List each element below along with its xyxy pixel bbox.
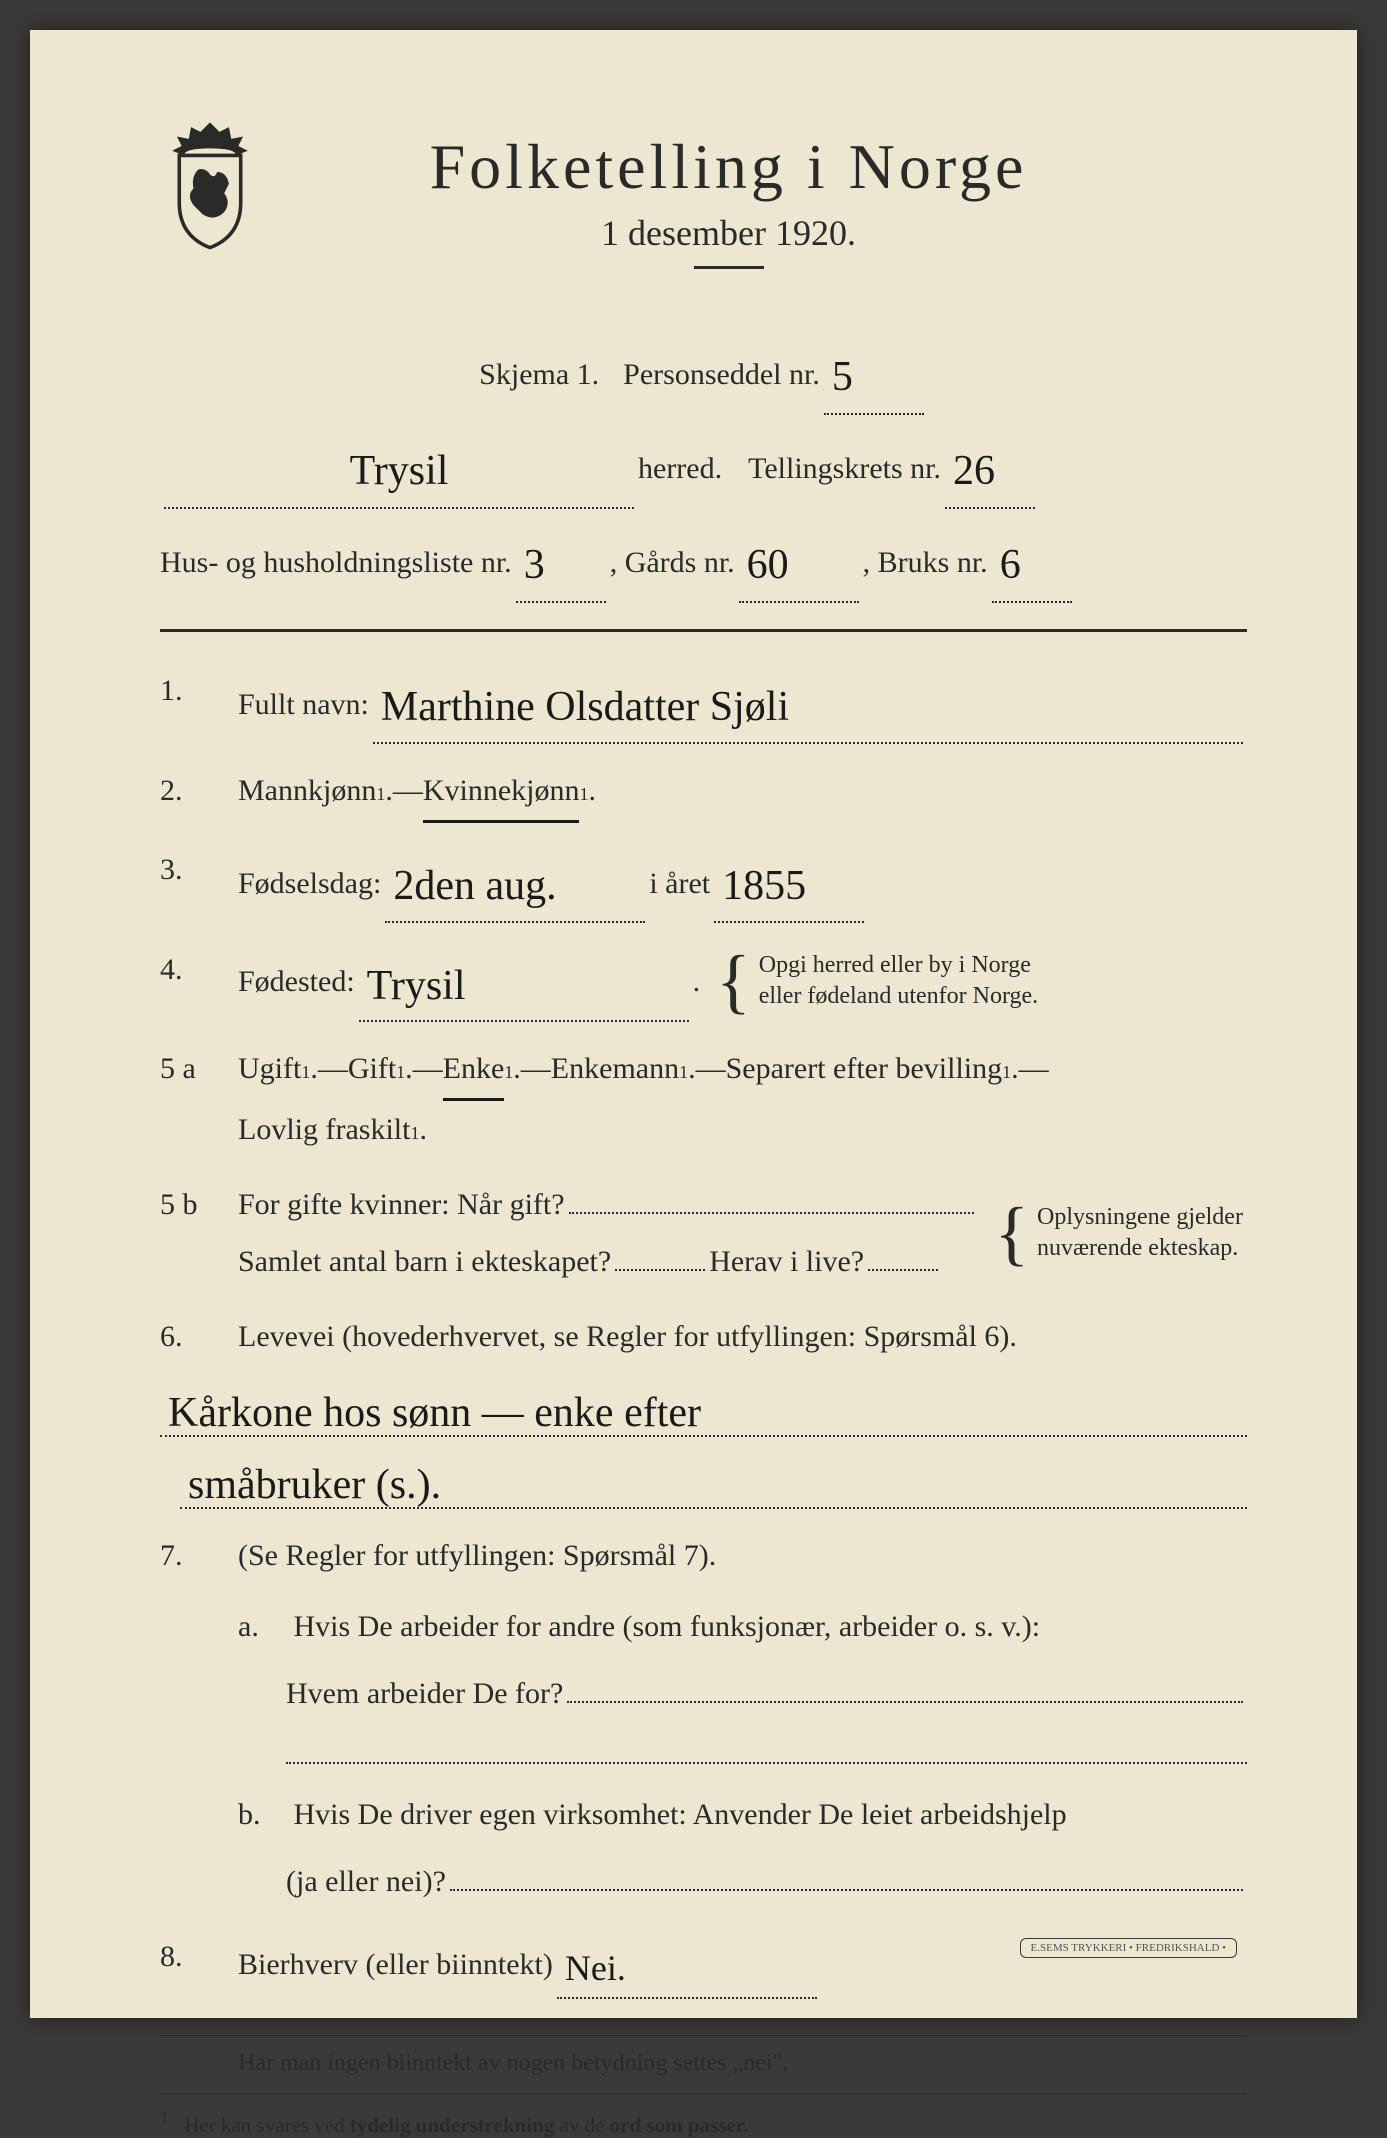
q5a-opt1: Gift — [348, 1040, 396, 1097]
q2: 2. Mannkjønn1. — Kvinnekjønn1. — [160, 762, 1247, 823]
q4-label: Fødested: — [238, 953, 355, 1010]
meta-line-3: Hus- og husholdningsliste nr. 3 , Gårds … — [160, 517, 1247, 603]
q1-value: Marthine Olsdatter Sjøli — [373, 684, 797, 730]
q4-value: Trysil — [359, 963, 474, 1009]
q5a-opt0: Ugift — [238, 1040, 301, 1097]
q7a-text2: Hvem arbeider De for? — [286, 1665, 563, 1722]
census-form-page: Folketelling i Norge 1 desember 1920. Sk… — [30, 30, 1357, 2018]
divider — [160, 629, 1247, 632]
q8-label: Bierhverv (eller biinntekt) — [238, 1936, 553, 1993]
q4-note: { Opgi herred eller by i Norge eller fød… — [716, 950, 1059, 1012]
q5a-opt3: Enkemann — [551, 1040, 679, 1097]
q7: 7. (Se Regler for utfyllingen: Spørsmål … — [160, 1527, 1247, 1910]
q4: 4. Fødested: Trysil . { Opgi herred elle… — [160, 941, 1247, 1023]
coat-of-arms-icon — [160, 120, 260, 250]
q1: 1. Fullt navn: Marthine Olsdatter Sjøli — [160, 662, 1247, 744]
meta-block: Skjema 1. Personseddel nr. 5 Trysil herr… — [160, 329, 1247, 603]
title-rule — [694, 266, 764, 269]
q6-line1: Kårkone hos sønn — enke efter — [160, 1383, 1247, 1437]
bruks-label: , Bruks nr. — [863, 533, 988, 593]
q7b-text1: Hvis De driver egen virksomhet: Anvender… — [294, 1798, 1067, 1831]
q3-num: 3. — [160, 841, 238, 898]
q5b: 5 b For gifte kvinner: Når gift? Samlet … — [160, 1176, 1247, 1290]
q7a-label: a. — [238, 1598, 286, 1655]
q2-m: Mannkjønn — [238, 762, 376, 819]
thin-divider-1 — [160, 2035, 1247, 2036]
subtitle: 1 desember 1920. — [310, 212, 1147, 254]
header: Folketelling i Norge 1 desember 1920. — [160, 130, 1247, 269]
herred-value: Trysil — [342, 448, 457, 494]
printer-stamp: E.SEMS TRYKKERI • FREDRIKSHALD • — [1020, 1938, 1237, 1958]
q5b-l2a: Samlet antal barn i ekteskapet? — [238, 1233, 611, 1290]
footnote-1: Har man ingen biinntekt av nogen betydni… — [238, 2050, 1247, 2077]
q2-num: 2. — [160, 762, 238, 819]
q7b-label: b. — [238, 1786, 286, 1843]
q5a: 5 a Ugift1. — Gift1. — Enke1. — Enkemann… — [160, 1040, 1247, 1158]
q5a-num: 5 a — [160, 1040, 238, 1097]
q4-num: 4. — [160, 941, 238, 998]
herred-label: herred. — [638, 439, 722, 499]
q7-label: (Se Regler for utfyllingen: Spørsmål 7). — [238, 1527, 1247, 1584]
personseddel-label: Personseddel nr. — [623, 345, 820, 405]
tellingskrets-nr: 26 — [945, 448, 1003, 494]
q3-label: Fødselsdag: — [238, 855, 381, 912]
title-block: Folketelling i Norge 1 desember 1920. — [310, 130, 1247, 269]
q8-value: Nei. — [557, 1948, 634, 1988]
personseddel-nr: 5 — [824, 354, 861, 400]
q5a-tail: Lovlig fraskilt — [238, 1101, 410, 1158]
q1-label: Fullt navn: — [238, 676, 369, 733]
thin-divider-2 — [160, 2093, 1247, 2094]
meta-line-2: Trysil herred. Tellingskrets nr. 26 — [160, 423, 1247, 509]
q5b-num: 5 b — [160, 1176, 238, 1233]
gards-label: , Gårds nr. — [610, 533, 735, 593]
q3-mid: i året — [649, 855, 710, 912]
skjema-label: Skjema 1. — [479, 345, 599, 405]
main-title: Folketelling i Norge — [310, 130, 1147, 204]
q7-num: 7. — [160, 1527, 238, 1584]
q5b-l2b: Herav i live? — [709, 1233, 864, 1290]
q7a-blank — [286, 1732, 1247, 1764]
q3-year: 1855 — [714, 863, 814, 909]
q1-num: 1. — [160, 662, 238, 719]
q3-day: 2den aug. — [385, 863, 564, 909]
bruks-nr: 6 — [992, 542, 1029, 588]
q5a-opt4: Separert efter bevilling — [726, 1040, 1003, 1097]
q5a-opt2: Enke — [443, 1040, 505, 1101]
meta-line-1: Skjema 1. Personseddel nr. 5 — [160, 329, 1247, 415]
q3: 3. Fødselsdag: 2den aug. i året 1855 — [160, 841, 1247, 923]
q6: 6. Levevei (hovederhvervet, se Regler fo… — [160, 1308, 1247, 1365]
q7a-text1: Hvis De arbeider for andre (som funksjon… — [294, 1610, 1041, 1643]
q6-num: 6. — [160, 1308, 238, 1365]
footnote-2: 1 Her kan svares ved tydelig understrekn… — [160, 2108, 1247, 2138]
q2-k: Kvinnekjønn — [423, 762, 580, 823]
husholdning-label: Hus- og husholdningsliste nr. — [160, 533, 512, 593]
husholdning-nr: 3 — [516, 542, 553, 588]
q7b-text2: (ja eller nei)? — [286, 1853, 446, 1910]
gards-nr: 60 — [739, 542, 797, 588]
q6-label: Levevei (hovederhvervet, se Regler for u… — [238, 1308, 1247, 1365]
q5b-note: { Oplysningene gjelder nuværende ekteska… — [994, 1202, 1247, 1264]
tellingskrets-label: Tellingskrets nr. — [748, 439, 941, 499]
q8-num: 8. — [160, 1928, 238, 1985]
q5b-l1a: For gifte kvinner: Når gift? — [238, 1176, 565, 1233]
q6-line2: småbruker (s.). — [180, 1455, 1247, 1509]
